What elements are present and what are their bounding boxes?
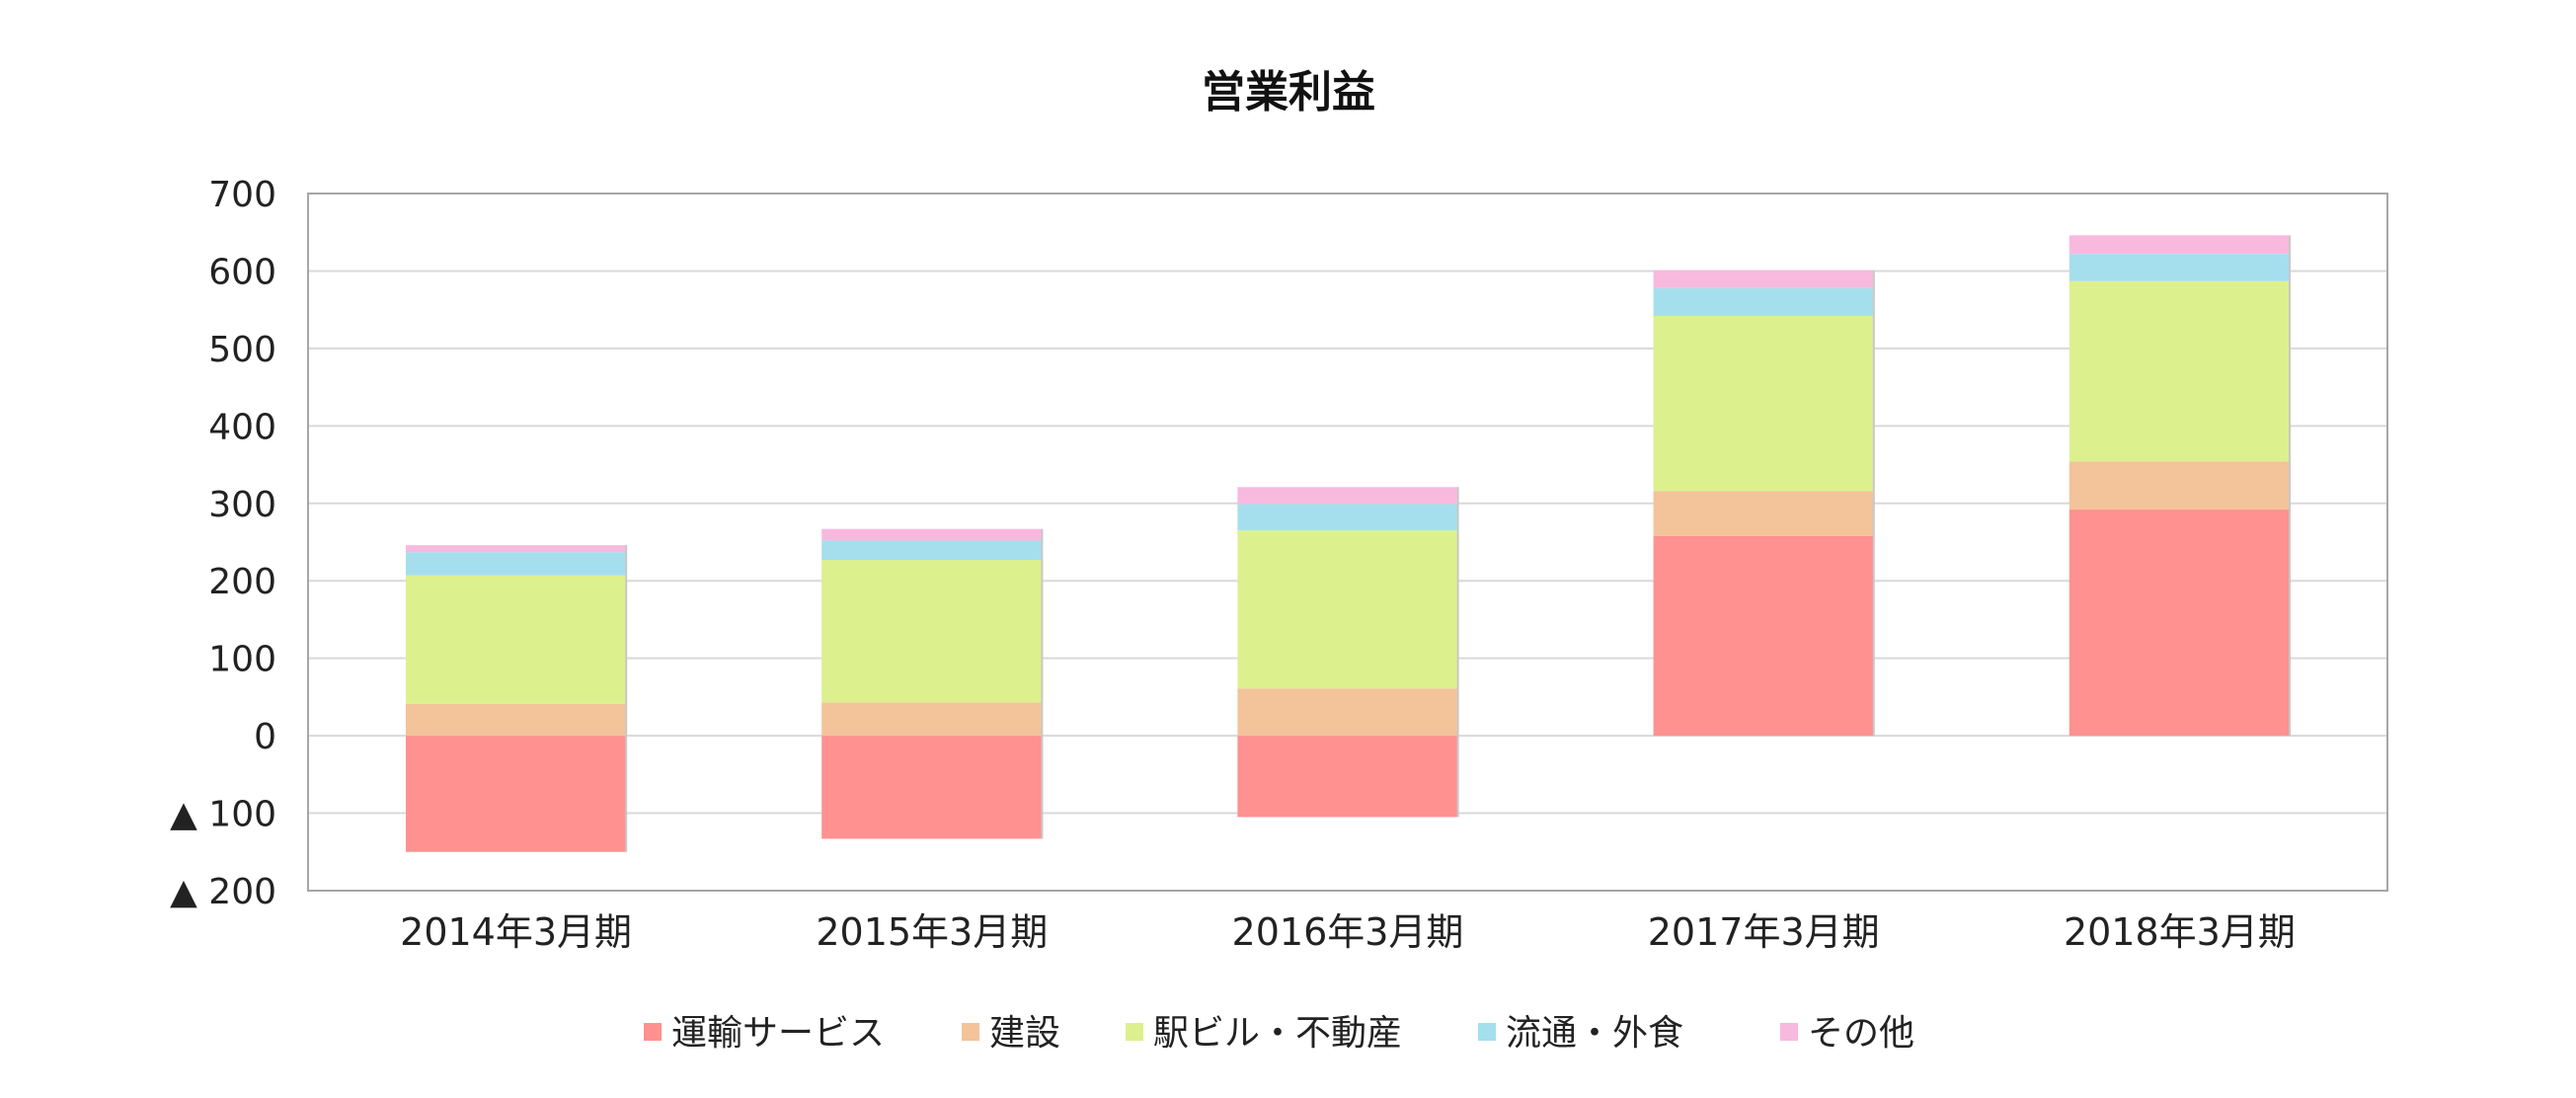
bar-segment: [2069, 461, 2291, 510]
legend-swatch: [644, 1023, 662, 1041]
bar-segment: [405, 552, 627, 576]
y-tick-label: 500: [208, 330, 276, 370]
bar-segment: [1653, 315, 1874, 492]
y-tick-label: ▲ 200: [170, 872, 276, 912]
bar-segment: [821, 702, 1043, 737]
y-tick-label: 0: [254, 717, 276, 757]
y-tick-label: 700: [208, 175, 276, 215]
bar-segment: [1653, 491, 1874, 536]
legend-swatch: [962, 1023, 979, 1041]
x-category-label: 2014年3月期: [400, 910, 632, 954]
bar-segment: [1653, 287, 1874, 316]
bar-segment: [405, 545, 627, 553]
bar-segment: [821, 560, 1043, 703]
x-category-label: 2018年3月期: [2064, 910, 2296, 954]
x-category-label: 2016年3月期: [1232, 910, 1464, 954]
x-category-label: 2017年3月期: [1648, 910, 1880, 954]
bars: [405, 235, 2292, 852]
y-tick-label: 100: [208, 640, 276, 680]
bar-segment: [821, 540, 1043, 561]
y-tick-label: 600: [208, 252, 276, 292]
bar-segment: [2069, 280, 2291, 462]
legend-label: 建設: [989, 1013, 1060, 1054]
plot-area-border: [307, 193, 2388, 892]
legend-label: 流通・外食: [1506, 1013, 1683, 1054]
bar-segment: [821, 736, 1043, 839]
bar-segment: [1653, 535, 1874, 737]
bar-segment: [405, 736, 627, 852]
bar-segment: [1237, 736, 1458, 818]
x-category-label: 2015年3月期: [816, 910, 1048, 954]
y-tick-label: 200: [208, 562, 276, 602]
bar-segment: [2069, 510, 2291, 737]
legend: 運輸サービス 建設 駅ビル・不動産 流通・外食 その他: [644, 1013, 1914, 1054]
y-tick-label: 300: [208, 485, 276, 525]
bar-segment: [2069, 254, 2291, 281]
bar-segment: [1237, 530, 1458, 689]
legend-swatch: [1478, 1023, 1496, 1041]
legend-label: 駅ビル・不動産: [1153, 1013, 1402, 1054]
y-tick-label: ▲ 100: [170, 795, 276, 835]
bar-segment: [821, 528, 1043, 541]
legend-swatch: [1780, 1023, 1798, 1041]
bar-segment: [1653, 270, 1874, 288]
x-axis-categories: 2014年3月期 2015年3月期 2016年3月期 2017年3月期 2018年3月期: [400, 910, 2296, 954]
bar-segment: [1237, 504, 1458, 531]
bar-segment: [1237, 487, 1458, 505]
chart-title: 営業利益: [1202, 67, 1375, 118]
y-axis-ticks: 700 600 500 400 300 200 100 0 ▲ 100 ▲ 200: [170, 175, 276, 912]
bar-segment: [2069, 235, 2291, 255]
y-tick-label: 400: [208, 407, 276, 447]
bar-segment: [405, 703, 627, 737]
legend-label: 運輸サービス: [671, 1013, 885, 1054]
bar-segment: [1237, 688, 1458, 737]
bar-segment: [405, 575, 627, 704]
legend-swatch: [1126, 1023, 1143, 1041]
legend-label: その他: [1808, 1013, 1914, 1054]
